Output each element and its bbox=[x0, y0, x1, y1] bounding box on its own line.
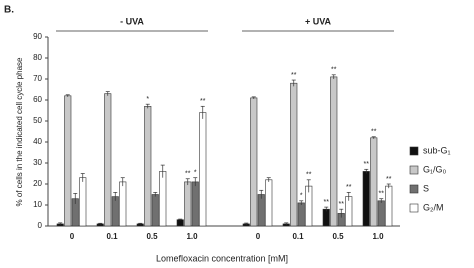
bar bbox=[159, 171, 167, 227]
bar bbox=[176, 219, 184, 227]
x-tick-label: 0.1 bbox=[106, 232, 118, 241]
bar bbox=[119, 181, 127, 227]
bar bbox=[257, 194, 265, 227]
legend-swatch bbox=[409, 146, 419, 156]
significance: ** bbox=[324, 199, 330, 206]
bar bbox=[322, 208, 330, 227]
y-tick-label: 90 bbox=[33, 32, 42, 41]
significance: ** bbox=[306, 172, 312, 179]
bar bbox=[111, 196, 119, 227]
significance: ** bbox=[339, 201, 345, 208]
bar bbox=[297, 202, 305, 227]
significance: ** bbox=[386, 176, 392, 183]
x-tick-label: 0 bbox=[70, 232, 75, 241]
bar bbox=[290, 82, 298, 227]
significance: ** bbox=[346, 184, 352, 191]
x-tick-label: 0 bbox=[256, 232, 261, 241]
x-tick-label: 1.0 bbox=[372, 232, 384, 241]
y-tick-label: 40 bbox=[33, 137, 42, 146]
significance: ** bbox=[200, 98, 206, 105]
significance: ** bbox=[364, 161, 370, 168]
bar bbox=[144, 106, 152, 227]
x-tick-label: 0.5 bbox=[332, 232, 344, 241]
y-tick-label: 50 bbox=[33, 116, 42, 125]
legend-label: G₂/M bbox=[423, 202, 444, 212]
bar bbox=[64, 95, 72, 227]
significance: * bbox=[194, 170, 197, 177]
panel-label: B. bbox=[4, 5, 14, 16]
bar bbox=[79, 177, 87, 227]
bar bbox=[362, 171, 370, 227]
bar bbox=[104, 93, 112, 227]
significance: * bbox=[146, 96, 149, 103]
legend-swatch bbox=[409, 165, 419, 175]
significance: ** bbox=[331, 67, 337, 74]
bar bbox=[151, 194, 159, 227]
y-tick-label: 30 bbox=[33, 158, 42, 167]
legend-label: S bbox=[423, 183, 429, 193]
y-tick-label: 10 bbox=[33, 200, 42, 209]
significance: ** bbox=[371, 129, 377, 136]
bar bbox=[191, 181, 199, 227]
panel-title: - UVA bbox=[120, 16, 144, 26]
y-tick-label: 70 bbox=[33, 74, 42, 83]
legend-label: G₁/G₀ bbox=[423, 164, 447, 174]
bar bbox=[199, 112, 207, 227]
y-tick-label: 20 bbox=[33, 179, 42, 188]
bar bbox=[370, 137, 378, 227]
y-axis-label: % of cells in the indicated cell cycle p… bbox=[15, 57, 24, 207]
y-tick-label: 0 bbox=[38, 221, 43, 230]
significance: ** bbox=[379, 191, 385, 198]
x-tick-label: 1.0 bbox=[186, 232, 198, 241]
bar bbox=[385, 185, 393, 227]
significance: ** bbox=[291, 72, 297, 79]
legend-label: sub-G₁ bbox=[423, 145, 451, 155]
x-tick-label: 0.1 bbox=[292, 232, 304, 241]
y-tick-label: 60 bbox=[33, 95, 42, 104]
legend-swatch bbox=[409, 184, 419, 194]
x-axis-label: Lomefloxacin concentration [mM] bbox=[156, 253, 288, 263]
x-tick-label: 0.5 bbox=[146, 232, 158, 241]
legend-swatch bbox=[409, 203, 419, 213]
bar bbox=[330, 76, 338, 227]
bar bbox=[377, 200, 385, 227]
panel-title: + UVA bbox=[305, 16, 332, 26]
bar bbox=[250, 97, 258, 227]
significance: ** bbox=[185, 171, 191, 178]
significance: * bbox=[300, 193, 303, 200]
bar bbox=[265, 179, 273, 227]
y-tick-label: 80 bbox=[33, 53, 42, 62]
bar bbox=[184, 181, 192, 227]
bar bbox=[345, 196, 353, 227]
